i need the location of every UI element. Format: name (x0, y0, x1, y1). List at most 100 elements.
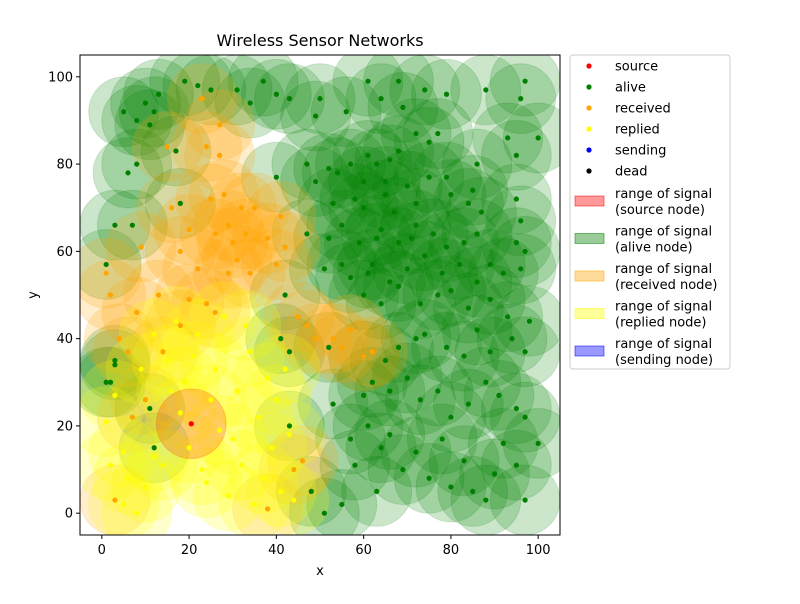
node-alive (417, 397, 423, 403)
y-tick-label: 80 (56, 158, 73, 173)
node-alive (361, 178, 367, 185)
node-alive (439, 436, 445, 442)
node-alive (509, 336, 515, 342)
node-received (134, 309, 140, 316)
legend-label: range of signal (615, 337, 712, 352)
node-replied (234, 388, 240, 394)
legend-marker (586, 84, 592, 90)
axes-frame (79, 54, 561, 536)
node-alive (500, 440, 506, 446)
node-alive (409, 235, 415, 241)
node-alive (526, 318, 533, 324)
node-replied (190, 353, 197, 359)
signal-range-alive (288, 477, 360, 535)
node-alive (313, 178, 319, 185)
nodes (103, 78, 541, 516)
node-alive (426, 174, 432, 180)
node-replied (212, 366, 218, 372)
node-alive (356, 240, 362, 246)
node-alive (112, 357, 118, 364)
x-tick-label: 100 (526, 543, 551, 558)
node-replied (286, 432, 293, 438)
node-alive (382, 178, 389, 185)
node-alive (413, 222, 419, 228)
node-alive (395, 148, 402, 154)
legend-label: replied (615, 123, 660, 138)
node-replied (269, 445, 275, 451)
node-alive (461, 240, 467, 246)
node-received (203, 301, 210, 307)
x-tick-label: 60 (355, 543, 372, 558)
node-alive (461, 458, 467, 464)
node-alive (147, 122, 153, 128)
node-alive (147, 405, 153, 412)
x-axis-label: x (316, 564, 324, 579)
node-alive (448, 414, 454, 420)
node-replied (260, 475, 266, 481)
node-alive (177, 200, 183, 206)
node-received (208, 196, 214, 202)
node-alive (234, 87, 240, 93)
node-alive (326, 235, 332, 241)
node-alive (474, 161, 480, 167)
legend-label: source (615, 60, 658, 75)
node-replied (243, 322, 249, 329)
node-received (339, 344, 345, 350)
legend-label: (received node) (615, 278, 717, 293)
node-received (129, 414, 135, 420)
node-received (330, 336, 336, 342)
chart-title: Wireless Sensor Networks (216, 31, 423, 50)
node-alive (500, 270, 506, 276)
node-received (186, 296, 192, 302)
node-replied (177, 410, 183, 416)
node-received (230, 240, 236, 246)
node-alive (365, 270, 371, 276)
node-alive (443, 244, 450, 250)
node-received (347, 327, 354, 333)
node-alive (125, 170, 131, 176)
legend-label: alive (615, 81, 646, 96)
node-replied (121, 501, 127, 508)
legend-patch (574, 345, 605, 357)
node-alive (103, 261, 109, 268)
signal-ranges (80, 55, 560, 535)
legend-label: (source node) (615, 203, 705, 218)
node-alive (365, 423, 371, 429)
node-alive (413, 336, 419, 342)
node-received (177, 248, 183, 254)
node-replied (282, 366, 288, 372)
node-alive (496, 392, 502, 398)
node-alive (260, 78, 266, 84)
node-alive (134, 161, 140, 167)
node-received (234, 257, 240, 263)
node-alive (321, 510, 327, 516)
legend-label: range of signal (615, 300, 712, 315)
node-alive (107, 379, 114, 385)
node-replied (203, 480, 210, 486)
node-alive (522, 248, 528, 254)
legend-label: (sending node) (615, 353, 713, 368)
signal-range-replied (101, 477, 173, 535)
node-replied (164, 357, 170, 364)
node-received (212, 309, 218, 316)
node-alive (286, 96, 293, 102)
node-received (125, 349, 131, 355)
node-replied (186, 445, 192, 451)
node-received (361, 353, 367, 359)
node-replied (247, 349, 253, 355)
legend-patch (574, 270, 605, 282)
node-alive (313, 113, 319, 119)
node-alive (378, 301, 384, 307)
node-alive (443, 91, 450, 97)
node-alive (474, 279, 480, 285)
node-received (265, 235, 271, 241)
node-alive (369, 379, 375, 385)
node-alive (369, 261, 375, 268)
node-alive (422, 331, 428, 337)
node-alive (448, 192, 454, 198)
y-axis-label: y (26, 291, 41, 299)
node-alive (382, 357, 389, 364)
node-received (142, 397, 149, 403)
node-alive (129, 222, 135, 228)
